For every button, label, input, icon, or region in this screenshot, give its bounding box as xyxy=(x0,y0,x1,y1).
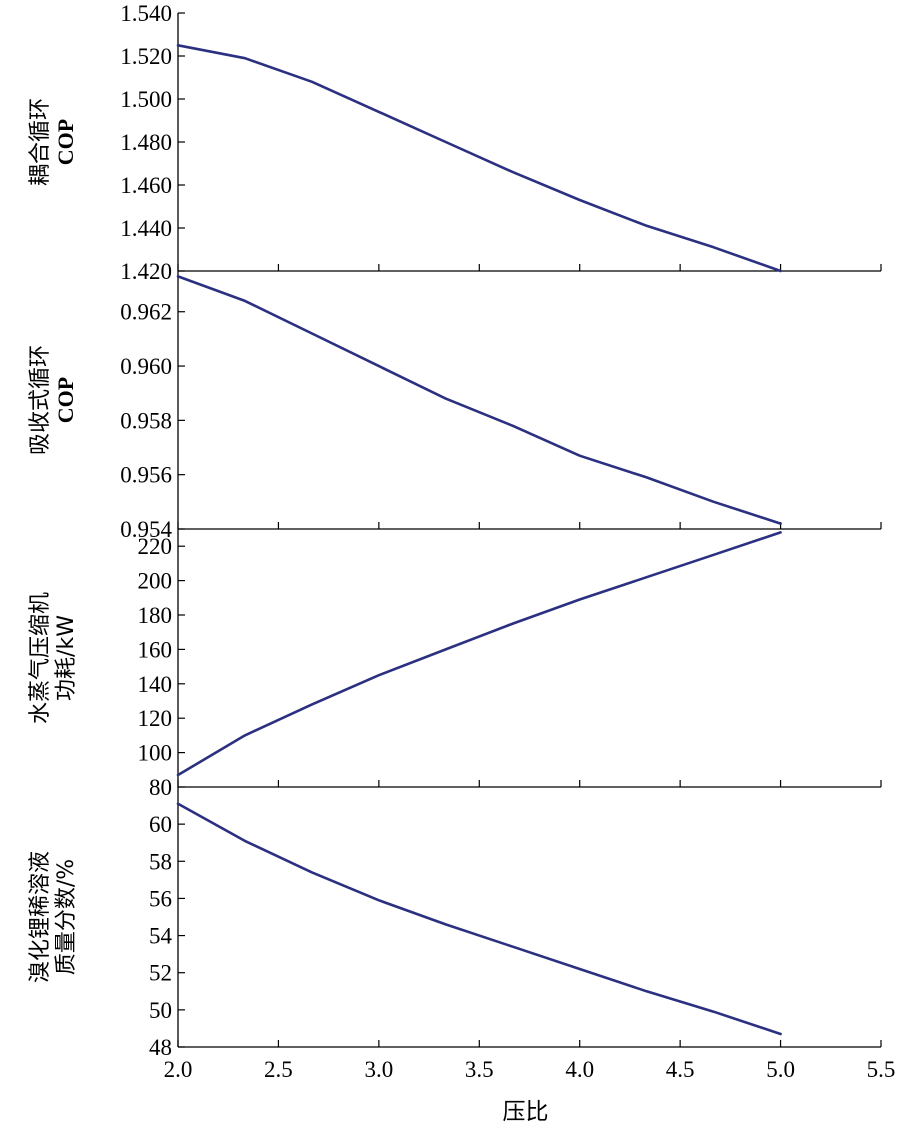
y-tick-label: 0.954 xyxy=(120,517,172,542)
x-tick-label: 4.0 xyxy=(565,1057,594,1082)
y-tick-label: 1.540 xyxy=(120,1,172,26)
y-tick-label: 100 xyxy=(138,741,173,766)
series-line-1 xyxy=(176,43,782,273)
x-tick-label: 3.5 xyxy=(465,1057,494,1082)
y-axis-label-line: 溴化锂稀溶液 xyxy=(28,851,53,983)
y-axis-label: 溴化锂稀溶液质量分数/% xyxy=(28,851,79,983)
series-line-1 xyxy=(176,275,782,525)
y-axis-label-line: 水蒸气压缩机 xyxy=(28,592,53,724)
panel-1: 1.420 1.440 1.460 1.480 1.500 1.520 1.540 耦合循环C… xyxy=(28,1,882,284)
x-tick-label: 5.5 xyxy=(867,1057,896,1082)
y-tick-label: 1.440 xyxy=(120,216,172,241)
y-tick-label: 54 xyxy=(149,924,173,949)
y-tick-label: 50 xyxy=(149,998,172,1023)
y-tick-label: 220 xyxy=(138,534,173,559)
x-tick-label: 4.5 xyxy=(666,1057,695,1082)
series-line-1 xyxy=(176,802,782,1036)
x-tick-label: 3.0 xyxy=(364,1057,393,1082)
x-tick-label: 2.5 xyxy=(264,1057,293,1082)
y-tick-label: 180 xyxy=(138,603,173,628)
y-axis-label: 耦合循环COP xyxy=(28,98,78,186)
series-line-1 xyxy=(176,531,782,777)
y-tick-label: 0.956 xyxy=(120,463,172,488)
panel-4: 2.0 2.5 3.0 3.5 4.0 4.5 5.0 5.5 48 50 52 54 56 58 60 溴化… xyxy=(28,787,895,1125)
panel-2: 0.954 0.956 0.958 0.960 0.962 吸收式循环COP xyxy=(28,271,882,542)
x-axis-label: 压比 xyxy=(503,1099,549,1125)
y-axis-label: 水蒸气压缩机功耗/kW xyxy=(28,592,79,724)
y-tick-label: 140 xyxy=(138,672,173,697)
y-tick-label: 0.962 xyxy=(120,300,172,325)
y-axis-label-line: 质量分数/% xyxy=(54,859,79,975)
y-tick-label: 60 xyxy=(149,812,172,837)
y-tick-label: 48 xyxy=(149,1035,172,1060)
y-axis-label-line: COP xyxy=(53,119,78,165)
y-tick-label: 200 xyxy=(138,569,173,594)
y-axis-label-line: COP xyxy=(53,377,78,423)
y-tick-label: 52 xyxy=(149,961,172,986)
y-tick-label: 80 xyxy=(149,775,172,800)
y-tick-label: 120 xyxy=(138,706,173,731)
y-tick-label: 160 xyxy=(138,637,173,662)
x-tick-label: 2.0 xyxy=(164,1057,193,1082)
y-axis-label-line: 耦合循环 xyxy=(28,98,53,186)
y-axis-label-line: 功耗/kW xyxy=(54,615,79,701)
y-tick-label: 1.460 xyxy=(120,173,172,198)
y-tick-label: 0.960 xyxy=(120,354,172,379)
y-tick-label: 56 xyxy=(149,886,172,911)
y-tick-label: 1.500 xyxy=(120,87,172,112)
y-axis-label-line: 吸收式循环 xyxy=(28,345,53,455)
y-tick-label: 1.520 xyxy=(120,44,172,69)
y-tick-label: 1.480 xyxy=(120,130,172,155)
y-tick-label: 1.420 xyxy=(120,259,172,284)
y-tick-label: 58 xyxy=(149,849,172,874)
panel-3: 80 100 120 140 160 180 200 220 水蒸气压缩机功耗/kW xyxy=(28,529,882,800)
y-tick-label: 0.958 xyxy=(120,408,172,433)
x-tick-label: 5.0 xyxy=(766,1057,795,1082)
y-axis-label: 吸收式循环COP xyxy=(28,345,78,455)
